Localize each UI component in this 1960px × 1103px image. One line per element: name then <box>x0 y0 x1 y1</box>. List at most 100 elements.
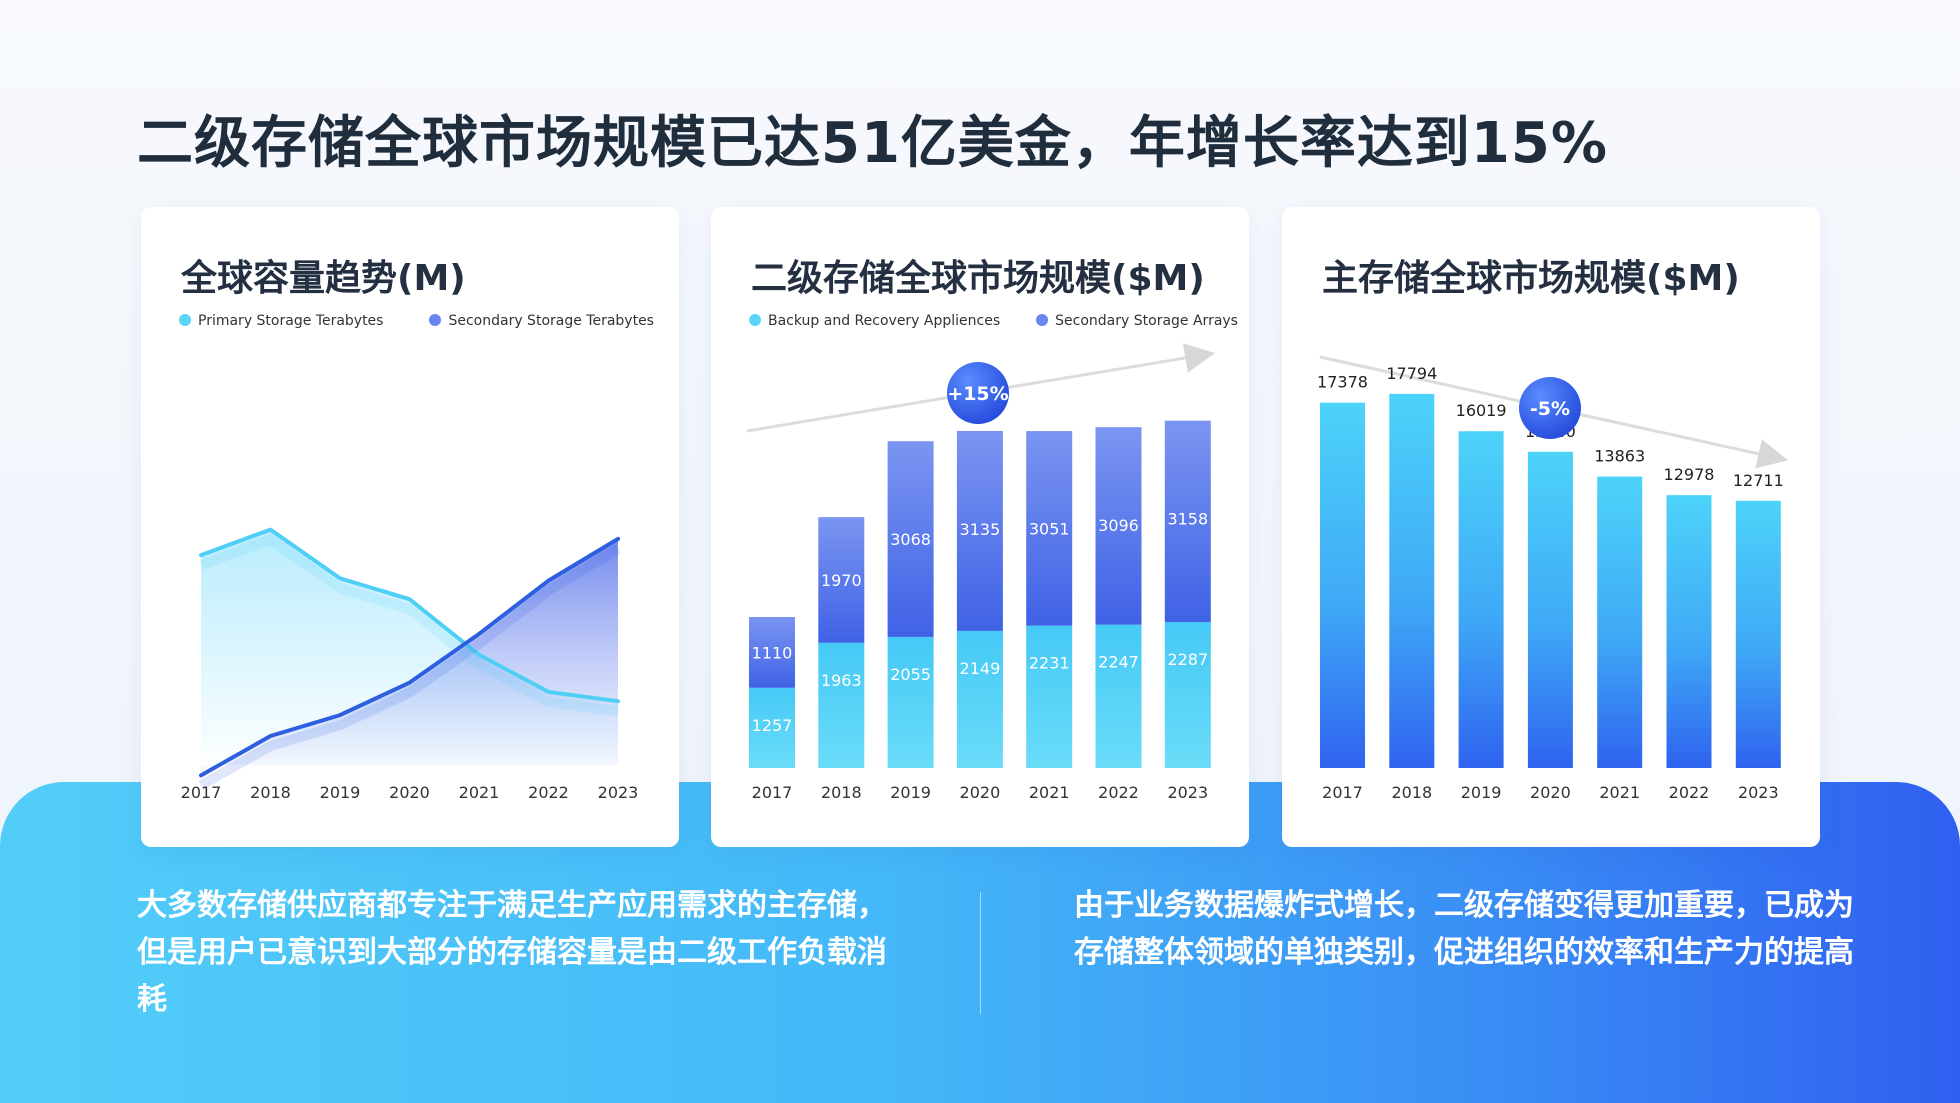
x-tick-label: 2021 <box>1599 783 1640 802</box>
bar-primary <box>1320 402 1365 768</box>
x-tick-label: 2021 <box>459 783 500 802</box>
bar-backup <box>1164 622 1211 768</box>
data-label: 3051 <box>1029 519 1070 538</box>
data-point <box>616 699 620 703</box>
data-label: 3068 <box>890 530 931 549</box>
series-line-shadow <box>199 534 619 717</box>
x-tick-label: 2020 <box>1530 783 1571 802</box>
legend-label: Backup and Recovery Appliences <box>768 313 1001 329</box>
x-tick-label: 2019 <box>320 783 361 802</box>
x-tick-label: 2019 <box>890 783 931 802</box>
data-point <box>199 773 203 777</box>
x-tick-label: 2020 <box>960 783 1001 802</box>
data-label: 13863 <box>1594 447 1645 466</box>
bar-backup <box>1095 624 1142 768</box>
legend-swatch <box>179 314 191 326</box>
bar-backup <box>749 687 795 768</box>
bar-arrays <box>818 517 865 643</box>
data-label: 17378 <box>1317 373 1368 392</box>
bar-primary <box>1389 393 1435 768</box>
x-tick-label: 2023 <box>1738 783 1779 802</box>
legend-label: Secondary Storage Terabytes <box>448 313 654 329</box>
capacity-trend-card: 全球容量趋势(M) Primary Storage Terabytes Secon… <box>141 207 679 847</box>
legend-item-primary: Primary Storage Terabytes <box>179 313 383 329</box>
legend-label: Primary Storage Terabytes <box>198 313 384 329</box>
text-divider <box>980 892 981 1014</box>
data-point <box>338 576 342 580</box>
data-label: 12711 <box>1733 471 1784 490</box>
bar-arrays <box>1026 431 1073 626</box>
bar-primary <box>1666 495 1712 768</box>
trend-badge <box>1519 377 1581 439</box>
data-point <box>616 537 620 541</box>
x-tick-label: 2018 <box>821 783 862 802</box>
legend-item-arrays: Secondary Storage Arrays <box>1036 313 1238 329</box>
x-tick-label: 2017 <box>181 783 222 802</box>
data-point <box>408 681 411 685</box>
x-tick-label: 2019 <box>1461 783 1502 802</box>
data-point <box>547 690 550 694</box>
chart-title: 主存储全球市场规模($M) <box>1322 258 1740 299</box>
data-label: 2247 <box>1098 653 1139 672</box>
bar-backup <box>818 642 865 768</box>
chart-legend: Backup and Recovery Appliences Secondary … <box>749 313 1249 329</box>
data-point <box>269 734 272 738</box>
secondary-market-card: 二级存储全球市场规模($M) Backup and Recovery Appli… <box>711 207 1249 847</box>
bar-backup <box>956 630 1003 768</box>
chart-title: 全球容量趋势(M) <box>181 258 466 299</box>
x-tick-label: 2018 <box>250 783 291 802</box>
left-description: 大多数存储供应商都专注于满足生产应用需求的主存储，但是用户已意识到大部分的存储容… <box>137 888 887 1017</box>
x-tick-label: 2023 <box>1167 783 1208 802</box>
legend-item-secondary: Secondary Storage Terabytes <box>429 313 654 329</box>
trend-badge-label: +15% <box>947 383 1008 405</box>
data-label: 12978 <box>1664 465 1715 484</box>
data-point <box>547 579 550 583</box>
legend-swatch <box>1036 314 1049 326</box>
x-tick-label: 2018 <box>1391 783 1432 802</box>
bar-arrays <box>956 430 1003 631</box>
data-label: 1257 <box>752 716 793 735</box>
data-label: 1970 <box>821 571 862 590</box>
capacity-trend-chart: 2017 2018 2019 2020 2021 2022 2023 <box>181 527 639 802</box>
data-label: 3135 <box>960 520 1001 539</box>
x-tick-label: 2017 <box>752 783 793 802</box>
legend-item-backup: Backup and Recovery Appliences <box>749 313 1000 329</box>
right-description: 由于业务数据爆炸式增长，二级存储变得更加重要，已成为存储整体领域的单独类别，促进… <box>1074 888 1854 970</box>
bar-backup <box>887 636 934 768</box>
chart-legend: Primary Storage Terabytes Secondary Stora… <box>179 313 679 329</box>
data-label: 1110 <box>752 643 793 662</box>
trend-badge <box>947 362 1009 424</box>
data-label: 2287 <box>1167 650 1208 669</box>
chart-title: 二级存储全球市场规模($M) <box>751 258 1205 299</box>
data-point <box>477 653 481 657</box>
bar-primary <box>1458 431 1504 768</box>
x-tick-label: 2022 <box>1098 783 1139 802</box>
x-tick-label: 2020 <box>389 783 430 802</box>
legend-swatch <box>429 314 442 326</box>
data-label: 2231 <box>1029 654 1070 673</box>
bar-arrays <box>1095 427 1142 625</box>
legend-label: Secondary Storage Arrays <box>1055 313 1238 329</box>
series-line-shadow <box>198 544 621 790</box>
data-label: 2149 <box>960 659 1001 678</box>
secondary-market-chart: 1257 1110 2017 1963 1970 2018 2055 3068 2019 2149… <box>746 343 1215 802</box>
bar-arrays <box>1164 420 1211 623</box>
x-tick-label: 2023 <box>598 783 639 802</box>
bar-arrays <box>749 617 795 688</box>
x-tick-label: 2017 <box>1322 783 1363 802</box>
x-tick-label: 2022 <box>1669 783 1710 802</box>
primary-market-card: 主存储全球市场规模($M) 17378 2017 17794 2018 16019 201… <box>1282 207 1820 847</box>
data-point <box>199 553 203 557</box>
data-label: 1963 <box>821 671 862 690</box>
trend-badge-label: -5% <box>1530 398 1570 420</box>
data-point <box>338 713 342 717</box>
x-tick-label: 2022 <box>528 783 569 802</box>
data-label: 2055 <box>890 665 931 684</box>
data-point <box>269 528 272 532</box>
data-label: 3096 <box>1098 516 1139 535</box>
legend-swatch <box>749 314 761 326</box>
bar-primary <box>1597 476 1643 768</box>
primary-market-chart: 1737820171779420181601920191504020201386… <box>1317 355 1788 802</box>
bar-backup <box>1026 625 1073 768</box>
page-title: 二级存储全球市场规模已达51亿美金，年增长率达到15% <box>137 111 1608 176</box>
